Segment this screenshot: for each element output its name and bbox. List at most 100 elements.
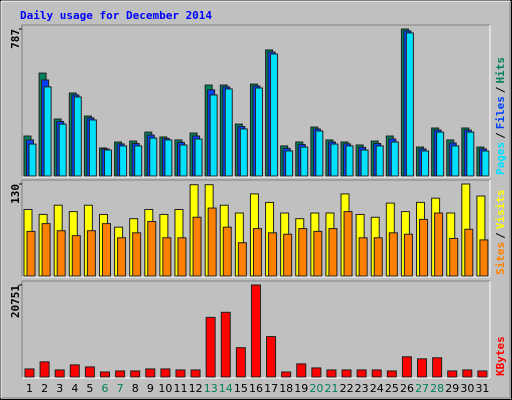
bar — [99, 371, 110, 378]
bar — [434, 212, 444, 277]
x-tick-label: 28 — [430, 382, 444, 395]
bar — [26, 230, 36, 277]
bar — [313, 230, 323, 277]
bar — [209, 94, 218, 177]
bar — [345, 145, 354, 177]
bar — [71, 235, 81, 277]
bar — [24, 368, 35, 378]
legend-separator: / — [494, 232, 507, 239]
bar — [132, 232, 142, 277]
bar — [28, 143, 37, 177]
bar — [375, 145, 384, 177]
bar — [449, 237, 459, 277]
x-tick-label: 4 — [71, 382, 78, 395]
bar — [69, 364, 80, 378]
x-tick-label: 30 — [460, 382, 474, 395]
bar — [194, 138, 203, 177]
bar — [464, 228, 474, 277]
x-tick-label: 31 — [475, 382, 489, 395]
bar — [266, 336, 277, 378]
bar — [177, 237, 187, 277]
bar — [330, 143, 339, 177]
bar — [419, 218, 429, 277]
bar — [479, 239, 489, 277]
x-tick-label: 29 — [445, 382, 459, 395]
x-tick-label: 13 — [204, 382, 218, 395]
x-tick-label: 7 — [117, 382, 124, 395]
bar — [41, 223, 51, 277]
bar — [432, 357, 443, 378]
bar — [358, 237, 368, 277]
x-tick-label: 3 — [56, 382, 63, 395]
bar — [296, 363, 307, 378]
bar — [405, 32, 414, 177]
bar — [481, 150, 490, 177]
bar — [39, 361, 50, 378]
bar — [192, 216, 202, 277]
x-tick-label: 18 — [279, 382, 293, 395]
x-tick-label: 22 — [340, 382, 354, 395]
x-tick-label: 9 — [147, 382, 154, 395]
chart-title: Daily usage for December 2014 — [20, 9, 212, 22]
y-tick-label: 130 — [9, 184, 22, 204]
bar — [119, 145, 128, 177]
x-tick-label: 19 — [294, 382, 308, 395]
x-tick-label: 11 — [174, 382, 188, 395]
x-tick-label: 8 — [132, 382, 139, 395]
bar — [239, 128, 248, 177]
bar — [436, 131, 445, 177]
bar — [300, 146, 309, 177]
x-tick-label: 23 — [355, 382, 369, 395]
x-tick-label: 15 — [234, 382, 248, 395]
bar — [235, 347, 246, 378]
x-tick-label: 27 — [415, 382, 429, 395]
bar — [252, 228, 262, 277]
legend-entry: Hits — [494, 57, 507, 84]
x-tick-label: 6 — [102, 382, 109, 395]
bar — [117, 237, 127, 277]
bar — [250, 284, 261, 378]
bar — [73, 96, 82, 177]
bar — [175, 369, 186, 378]
bar — [237, 242, 247, 277]
bar — [421, 150, 430, 177]
bar — [388, 232, 398, 277]
bar — [222, 226, 232, 277]
x-tick-label: 20 — [309, 382, 323, 395]
bar — [477, 370, 488, 378]
bar — [326, 369, 337, 378]
x-tick-label: 2 — [41, 382, 48, 395]
legend-separator: / — [494, 132, 507, 139]
bar — [254, 87, 263, 177]
bar — [401, 356, 412, 378]
bar — [54, 369, 65, 378]
bar — [205, 316, 216, 378]
bar — [341, 369, 352, 378]
x-tick-label: 1 — [26, 382, 33, 395]
x-tick-label: 24 — [370, 382, 384, 395]
x-tick-label: 17 — [264, 382, 278, 395]
bar — [164, 139, 173, 177]
legend-entry: Sites — [494, 242, 507, 275]
bar — [190, 369, 201, 378]
bar — [371, 369, 382, 378]
bar — [386, 370, 397, 378]
legend: Sites / Visits — [494, 190, 507, 276]
legend: Pages / Files / Hits — [494, 57, 507, 175]
bar — [315, 130, 324, 177]
bar — [283, 233, 293, 277]
x-tick-label: 10 — [158, 382, 172, 395]
x-tick-label: 26 — [400, 382, 414, 395]
x-tick-label: 14 — [219, 382, 233, 395]
legend: KBytes — [494, 336, 507, 376]
bar — [451, 145, 460, 177]
bar — [270, 53, 279, 177]
bar — [268, 232, 278, 277]
bar — [343, 211, 353, 277]
x-tick-label: 21 — [324, 382, 338, 395]
y-tick-label: 20751 — [9, 285, 22, 318]
bar — [115, 370, 126, 378]
bar — [101, 223, 111, 277]
bar — [86, 230, 96, 277]
